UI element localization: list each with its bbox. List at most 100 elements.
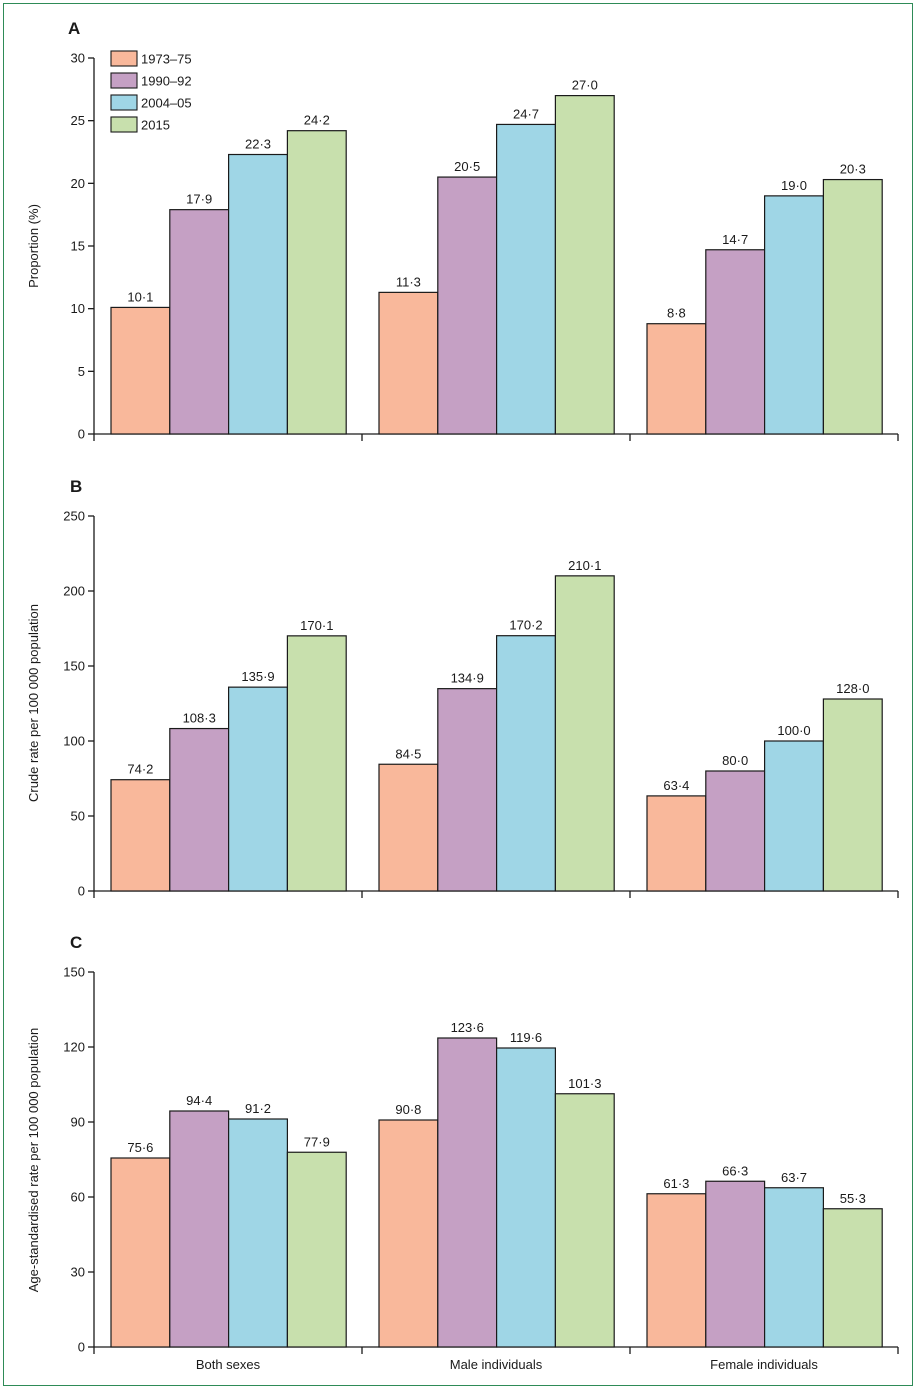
- legend-label: 2004–05: [141, 96, 192, 111]
- bar-c-1-4: [286, 1151, 347, 1348]
- legend-swatch: [110, 116, 138, 133]
- bar-b-3-1: [646, 795, 707, 892]
- legend: 1973–75 1990–92 2004–05 2015: [110, 50, 192, 133]
- bar-c-1-3: [228, 1118, 289, 1348]
- y-tick-label: 10: [71, 301, 85, 316]
- figure-frame: [3, 3, 913, 1386]
- y-tick-label: 150: [63, 965, 85, 980]
- bar-b-2-3: [496, 635, 557, 892]
- data-label: 94·4: [186, 1093, 212, 1108]
- bar-a-2-3: [496, 123, 557, 435]
- data-label: 123·6: [451, 1020, 484, 1035]
- bar-b-2-1: [378, 763, 439, 892]
- bar-a-3-1: [646, 323, 707, 435]
- data-label: 14·7: [722, 232, 748, 247]
- data-label: 75·6: [127, 1140, 153, 1155]
- bar-a-1-4: [286, 130, 347, 435]
- bar-c-3-3: [763, 1187, 824, 1348]
- legend-label: 2015: [141, 118, 170, 133]
- data-label: 17·9: [186, 192, 212, 207]
- data-label: 108·3: [183, 711, 216, 726]
- bar-c-3-1: [646, 1193, 707, 1348]
- bar-a-3-2: [705, 249, 766, 435]
- panel-letter-c: C: [70, 933, 82, 952]
- data-label: 134·9: [451, 671, 484, 686]
- data-label: 11·3: [396, 274, 421, 289]
- data-label: 101·3: [568, 1076, 601, 1091]
- category-label: Female individuals: [710, 1357, 818, 1372]
- data-label: 80·0: [722, 753, 748, 768]
- bar-b-2-2: [437, 688, 498, 892]
- data-label: 8·8: [667, 306, 686, 321]
- data-label: 20·3: [840, 162, 866, 177]
- legend-swatch: [110, 94, 138, 111]
- bar-c-3-4: [822, 1208, 883, 1348]
- bar-c-3-2: [705, 1180, 766, 1348]
- y-tick-label: 30: [71, 1265, 85, 1280]
- bar-c-2-4: [554, 1093, 615, 1348]
- y-tick-label: 100: [63, 734, 85, 749]
- y-tick-label: 30: [71, 51, 85, 66]
- category-label: Male individuals: [450, 1357, 543, 1372]
- data-label: 63·7: [781, 1170, 807, 1185]
- data-label: 119·6: [510, 1030, 542, 1045]
- y-tick-label: 50: [71, 809, 85, 824]
- data-label: 91·2: [245, 1101, 271, 1116]
- y-tick-label: 0: [78, 884, 85, 899]
- data-label: 84·5: [395, 746, 421, 761]
- y-tick-label: 150: [63, 659, 85, 674]
- bar-c-1-2: [169, 1110, 230, 1348]
- data-label: 24·7: [513, 106, 539, 121]
- legend-label: 1990–92: [141, 74, 192, 89]
- panel-a: A Proportion (%) 0 5 10 15 20 25 30 10·1 11·3 8·8…: [26, 19, 899, 442]
- data-label: 170·2: [509, 618, 542, 633]
- y-tick-label: 15: [71, 239, 85, 254]
- bar-b-1-2: [169, 727, 230, 892]
- data-label: 20·5: [454, 159, 480, 174]
- data-label: 74·2: [127, 762, 153, 777]
- panel-b: B Crude rate per 100 000 population 0 50 1…: [26, 477, 899, 899]
- data-label: 24·2: [304, 113, 330, 128]
- bar-a-1-1: [110, 306, 171, 435]
- legend-label: 1973–75: [141, 52, 192, 67]
- bar-b-1-1: [110, 779, 171, 892]
- data-label: 27·0: [572, 78, 598, 93]
- panel-letter-a: A: [68, 19, 80, 38]
- y-tick-label: 200: [63, 584, 85, 599]
- y-tick-label: 0: [78, 1340, 85, 1355]
- category-label: Both sexes: [196, 1357, 261, 1372]
- bar-c-2-3: [496, 1047, 557, 1348]
- bar-c-2-2: [437, 1037, 498, 1348]
- data-label: 210·1: [568, 558, 601, 573]
- y-axis-title: Age-standardised rate per 100 000 popula…: [26, 1028, 41, 1293]
- y-tick-label: 60: [71, 1190, 85, 1205]
- y-tick-label: 90: [71, 1115, 85, 1130]
- panel-letter-b: B: [70, 477, 82, 496]
- y-axis-title: Proportion (%): [26, 204, 41, 288]
- data-label: 90·8: [395, 1102, 421, 1117]
- bar-a-1-3: [228, 153, 289, 435]
- y-tick-label: 250: [63, 509, 85, 524]
- data-label: 19·0: [781, 178, 807, 193]
- bar-b-1-3: [228, 686, 289, 892]
- legend-swatch: [110, 72, 138, 89]
- data-label: 55·3: [840, 1191, 866, 1206]
- bar-a-2-1: [378, 291, 439, 435]
- data-label: 61·3: [663, 1176, 689, 1191]
- data-label: 170·1: [300, 618, 333, 633]
- data-label: 22·3: [245, 137, 271, 152]
- bar-a-3-3: [763, 195, 824, 435]
- bar-c-1-1: [110, 1157, 171, 1348]
- data-label: 100·0: [777, 723, 810, 738]
- bar-a-3-4: [822, 178, 883, 435]
- data-label: 63·4: [663, 778, 689, 793]
- legend-swatch: [110, 50, 138, 67]
- y-tick-label: 0: [78, 427, 85, 442]
- bar-a-2-4: [554, 94, 615, 435]
- y-tick-label: 120: [63, 1040, 85, 1055]
- y-axis-title: Crude rate per 100 000 population: [26, 604, 41, 802]
- bar-a-2-2: [437, 176, 498, 435]
- data-label: 10·1: [127, 289, 153, 304]
- bar-a-1-2: [169, 209, 230, 435]
